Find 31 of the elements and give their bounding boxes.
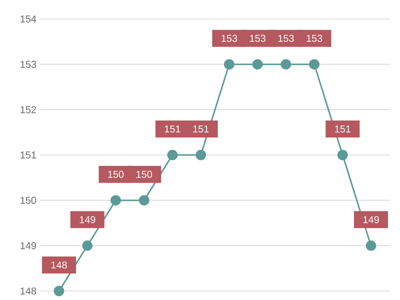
data-label: 151 [335,126,350,132]
point [252,59,263,70]
point [337,150,348,160]
y-tick-label: 148 [20,287,36,295]
y-tick-label: 153 [20,60,36,68]
point [280,59,292,70]
point [82,240,93,251]
point [110,195,121,206]
point [167,150,178,160]
data-label: 153 [278,34,294,42]
point [366,240,376,251]
point [224,59,234,70]
data-label: 153 [222,34,238,42]
data-label: 151 [164,126,180,132]
y-tick-label: 151 [20,152,36,158]
data-label: 149 [80,216,96,224]
y-tick-label: 150 [20,196,36,204]
point [309,59,320,70]
point [138,195,150,206]
data-label: 150 [108,170,124,178]
data-label: 151 [193,126,209,132]
data-label: 153 [250,34,266,42]
data-label: 150 [136,170,152,178]
data-label: 148 [51,261,67,269]
point [196,150,206,160]
point [54,286,64,296]
data-label: 153 [306,34,322,42]
data-label: 149 [363,216,379,224]
y-tick-label: 152 [20,106,36,114]
y-tick-label: 154 [20,16,36,22]
y-tick-label: 149 [20,242,36,250]
